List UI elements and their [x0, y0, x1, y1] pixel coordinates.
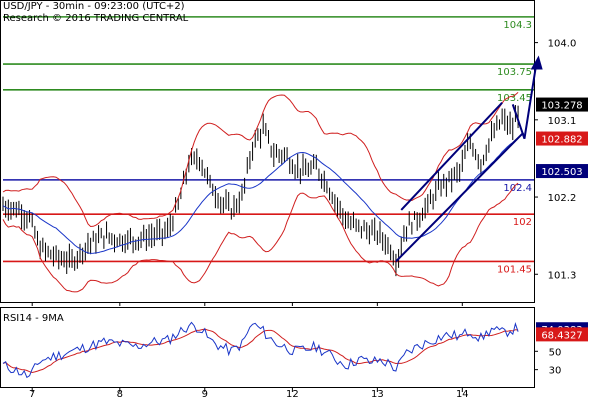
price-tag	[536, 97, 588, 112]
price-panel: 104.3 103.75 103.45 102.4 102 101.45 104.0 103.…	[0, 0, 588, 303]
rsi-price-tag	[536, 327, 588, 342]
x-tick-label: 14	[456, 389, 469, 400]
trend-channel-upper	[400, 101, 503, 211]
x-tick-label: 12	[286, 389, 299, 400]
rsi-line	[2, 321, 519, 379]
rsi-y-tick-label: 50	[549, 347, 562, 358]
price-tag-label: 102.882	[541, 135, 582, 146]
level-label: 103.75	[497, 67, 532, 78]
bollinger-upper	[2, 92, 519, 228]
level-label: 104.3	[503, 20, 532, 31]
rsi-title: RSI14 - 9MA	[3, 313, 64, 324]
x-tick-label: 7	[29, 389, 35, 400]
rsi-y-tick-label: 30	[549, 366, 562, 377]
price-panel-frame	[0, 0, 535, 303]
level-label: 102	[513, 217, 532, 228]
level-label: 102.4	[503, 183, 532, 194]
price-tag-label: 103.278	[541, 101, 582, 112]
y-tick-label: 101.3	[548, 270, 577, 281]
level-label: 101.45	[497, 264, 532, 275]
trend-channel-lower	[395, 131, 525, 263]
y-tick-label: 104.0	[548, 39, 577, 50]
x-tick-label: 13	[371, 389, 384, 400]
projection-arrow	[511, 61, 538, 140]
x-tick-label: 9	[202, 389, 208, 400]
bollinger-lower	[2, 182, 519, 293]
moving-average	[2, 137, 519, 254]
rsi-panel: 503074.038368.4327	[0, 307, 588, 388]
level-label: 103.45	[497, 93, 532, 104]
y-tick-label: 102.2	[548, 193, 577, 204]
x-axis: 7 8 9 12 13 14	[29, 302, 469, 400]
x-tick-label: 8	[117, 389, 123, 400]
price-tag-label: 102.503	[541, 167, 582, 178]
rsi-panel-frame	[0, 307, 535, 388]
projection-arrowhead	[530, 55, 543, 70]
y-tick-label: 103.1	[548, 116, 577, 127]
price-tag	[536, 164, 588, 179]
chart-title: USD/JPY - 30min - 09:23:00 (UTC+2)	[3, 1, 185, 12]
rsi-price-tag-label: 68.4327	[541, 330, 582, 341]
chart-source: Research © 2016 TRADING CENTRAL	[3, 13, 189, 24]
price-tag	[536, 131, 588, 146]
